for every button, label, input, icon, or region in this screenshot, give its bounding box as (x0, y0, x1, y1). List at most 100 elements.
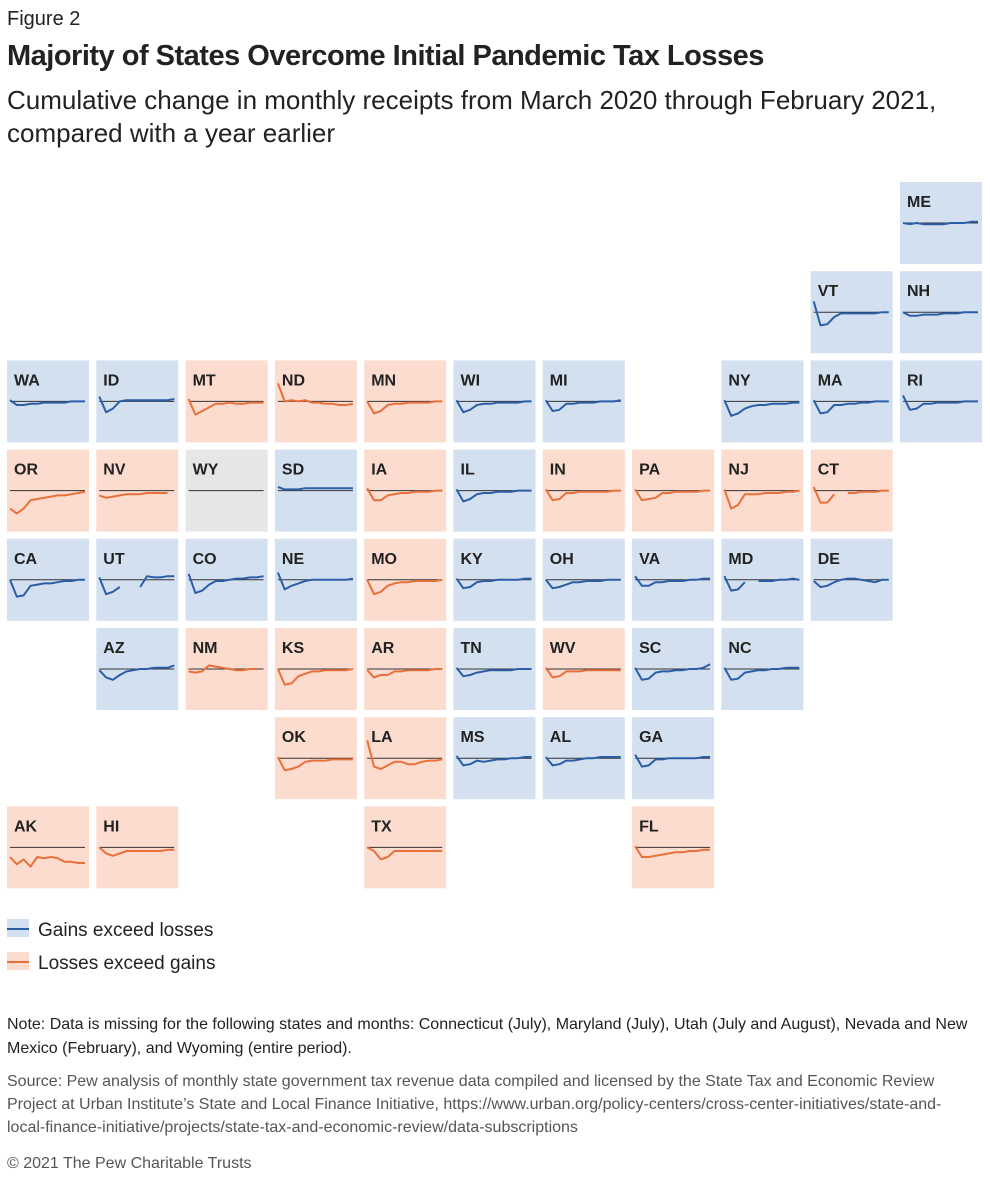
sparkline (723, 489, 800, 510)
sparkline (634, 754, 711, 768)
sparkline (98, 846, 175, 857)
sparkline (366, 846, 443, 861)
sparkline (813, 577, 889, 588)
state-label: CT (818, 462, 840, 479)
sparkline (634, 845, 711, 858)
sparkline (366, 668, 443, 679)
state-label: ME (907, 194, 931, 211)
state-label: IA (371, 462, 387, 479)
sparkline (277, 756, 353, 772)
state-label: KS (282, 640, 305, 657)
state-label: NJ (728, 462, 748, 479)
state-label: MO (371, 551, 397, 568)
sparkline (723, 666, 800, 681)
state-label: NV (103, 462, 126, 479)
legend-label: Losses exceed gains (38, 953, 215, 974)
state-label: NY (728, 372, 751, 389)
state-label: DE (818, 551, 841, 568)
sparkline (9, 490, 86, 515)
source: Source: Pew analysis of monthly state go… (7, 1073, 942, 1136)
state-label: IN (550, 462, 566, 479)
chart-title: Majority of States Overcome Initial Pand… (7, 40, 764, 72)
sparkline (366, 487, 443, 502)
sparkline (98, 492, 168, 499)
chart-subtitle: Cumulative change in monthly receipts fr… (7, 85, 937, 148)
sparkline (366, 739, 443, 770)
state-label: MS (461, 729, 485, 746)
figure-label: Figure 2 (7, 8, 81, 30)
state-label: RI (907, 372, 923, 389)
sparkline (902, 394, 978, 411)
sparkline (723, 399, 800, 417)
sparkline (455, 488, 532, 503)
state-label: WA (14, 372, 40, 389)
copyright: © 2021 The Pew Charitable Trusts (7, 1155, 252, 1172)
state-label: WV (550, 640, 576, 657)
state-label: AR (371, 640, 395, 657)
sparkline (98, 396, 175, 414)
state-label: MD (728, 551, 753, 568)
state-label: PA (639, 462, 660, 479)
state-label: MN (371, 372, 396, 389)
state-label: TX (371, 818, 392, 835)
sparkline (902, 220, 978, 226)
state-label: WY (193, 462, 219, 479)
note: Note: Data is missing for the following … (7, 1016, 968, 1057)
sparkline (276, 383, 354, 406)
state-label: GA (639, 729, 663, 746)
sparkline (634, 488, 711, 502)
state-label: MI (550, 372, 568, 389)
sparkline (98, 575, 175, 596)
sparkline (545, 578, 621, 590)
sparkline (276, 572, 354, 591)
sparkline (544, 399, 621, 412)
state-label: HI (103, 818, 119, 835)
state-label: AZ (103, 640, 125, 657)
sparkline (723, 575, 800, 592)
state-label: OH (550, 551, 574, 568)
state-label: CO (193, 551, 217, 568)
state-label: KY (461, 551, 484, 568)
sparkline (9, 856, 85, 868)
state-label: WI (461, 372, 481, 389)
state-label: SC (639, 640, 662, 657)
state-label: NH (907, 283, 930, 300)
state-label: NC (728, 640, 752, 657)
state-label: VA (639, 551, 660, 568)
sparkline (98, 664, 175, 681)
sparkline (187, 573, 264, 594)
sparkline (277, 486, 353, 491)
sparkline (544, 488, 621, 502)
legend-label: Gains exceed losses (38, 920, 213, 941)
state-label: UT (103, 551, 125, 568)
sparkline (812, 486, 889, 504)
sparkline (366, 400, 443, 415)
sparkline (9, 399, 85, 406)
sparkline (366, 578, 443, 596)
sparkline (455, 667, 532, 678)
state-label: OK (282, 729, 306, 746)
sparkline (455, 577, 532, 590)
state-label: OR (14, 462, 38, 479)
state-label: TN (461, 640, 482, 657)
sparkline (188, 664, 257, 674)
state-label: VT (818, 283, 839, 300)
sparkline (634, 575, 711, 587)
state-label: SD (282, 462, 304, 479)
sparkline (544, 667, 621, 679)
sparkline (812, 399, 889, 415)
state-label: ND (282, 372, 305, 389)
state-label: NE (282, 551, 305, 568)
state-label: ID (103, 372, 119, 389)
state-label: IL (461, 462, 475, 479)
state-label: MA (818, 372, 843, 389)
sparkline (9, 578, 85, 598)
chart: ME VT NH WA ID MT ND MN WI MI NY MA RI OR NV WY SD IA IL IN… (7, 182, 982, 974)
state-label: MT (193, 372, 216, 389)
sparkline (455, 399, 532, 414)
state-label: AK (14, 818, 38, 835)
sparkline (276, 668, 354, 686)
sparkline (902, 311, 978, 317)
state-label: NM (193, 640, 218, 657)
